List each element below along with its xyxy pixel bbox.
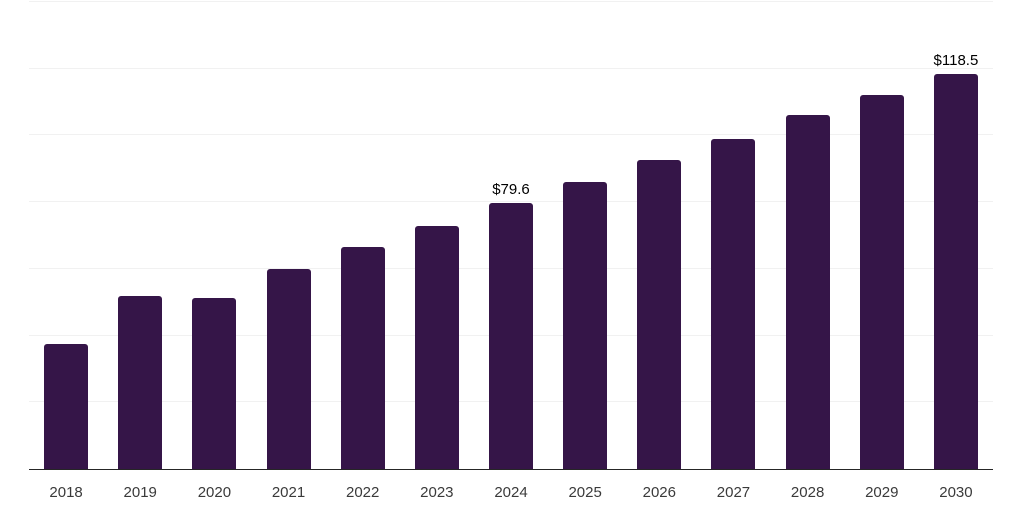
x-tick-label-2029: 2029 bbox=[865, 484, 899, 501]
x-tick-label-2027: 2027 bbox=[716, 484, 751, 501]
data-label-2030: $118.5 bbox=[933, 51, 979, 69]
bar-2024 bbox=[489, 203, 533, 469]
data-label-2024: $79.6 bbox=[492, 181, 530, 199]
x-tick-label-2024: 2024 bbox=[494, 484, 528, 501]
bar-2020 bbox=[192, 298, 237, 469]
x-tick-label-2021: 2021 bbox=[271, 484, 306, 501]
bar-2027 bbox=[711, 138, 756, 469]
bar-2021 bbox=[266, 268, 311, 469]
gridline-80 bbox=[29, 201, 993, 203]
bar-2022 bbox=[340, 247, 385, 469]
x-tick-label-2018: 2018 bbox=[49, 484, 83, 501]
x-tick-label-2023: 2023 bbox=[420, 484, 454, 501]
gridline-140 bbox=[29, 1, 993, 2]
bar-2019 bbox=[118, 295, 163, 469]
bar-2025 bbox=[563, 182, 608, 469]
bar-2023 bbox=[414, 226, 459, 469]
x-tick-label-2019: 2019 bbox=[123, 484, 157, 501]
x-axis-line bbox=[29, 469, 993, 470]
bar-2030 bbox=[933, 73, 978, 469]
x-tick-label-2020: 2020 bbox=[197, 484, 232, 501]
x-tick-label-2025: 2025 bbox=[568, 484, 602, 501]
x-tick-label-2022: 2022 bbox=[346, 484, 380, 501]
bar-2029 bbox=[859, 94, 904, 469]
x-tick-label-2026: 2026 bbox=[642, 484, 676, 501]
bar-2026 bbox=[637, 160, 682, 469]
plot-area: $79.6 $118.5 bbox=[29, 1, 993, 470]
bar-2018 bbox=[44, 344, 89, 469]
x-tick-label-2028: 2028 bbox=[790, 484, 825, 501]
gridline-100 bbox=[29, 134, 993, 136]
x-tick-label-2030: 2030 bbox=[939, 484, 973, 501]
gridline-120 bbox=[29, 67, 993, 69]
x-axis-labels: 2018 2019 2020 2021 2022 2023 2024 2025 2026 2027… bbox=[29, 483, 993, 505]
bar-2028 bbox=[785, 115, 830, 469]
